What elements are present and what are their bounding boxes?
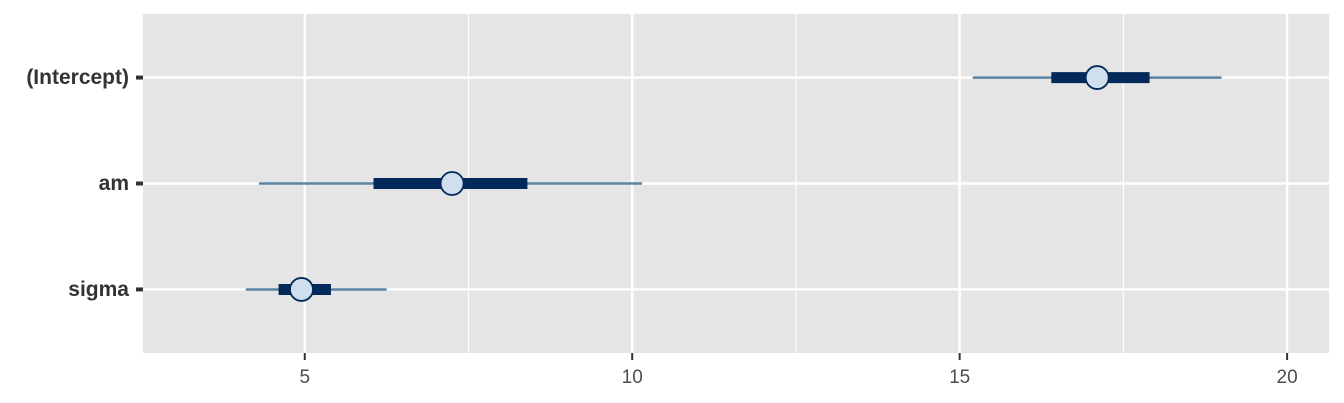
point-estimate-marker bbox=[439, 171, 465, 196]
x-tick-label: 10 bbox=[622, 367, 643, 388]
interval-marks bbox=[245, 65, 1222, 302]
x-tick-label: 20 bbox=[1277, 367, 1298, 388]
y-axis: (Intercept) am sigma bbox=[26, 66, 143, 301]
x-tick-label: 15 bbox=[949, 367, 970, 388]
point-estimate-marker bbox=[289, 277, 314, 302]
point-estimate-marker bbox=[1084, 65, 1110, 90]
y-tick-label: am bbox=[99, 172, 129, 195]
x-tick-label: 5 bbox=[299, 367, 310, 388]
x-axis: 5 10 15 20 bbox=[299, 353, 1298, 388]
y-tick-label: (Intercept) bbox=[26, 66, 129, 89]
y-tick-label: sigma bbox=[68, 278, 129, 301]
